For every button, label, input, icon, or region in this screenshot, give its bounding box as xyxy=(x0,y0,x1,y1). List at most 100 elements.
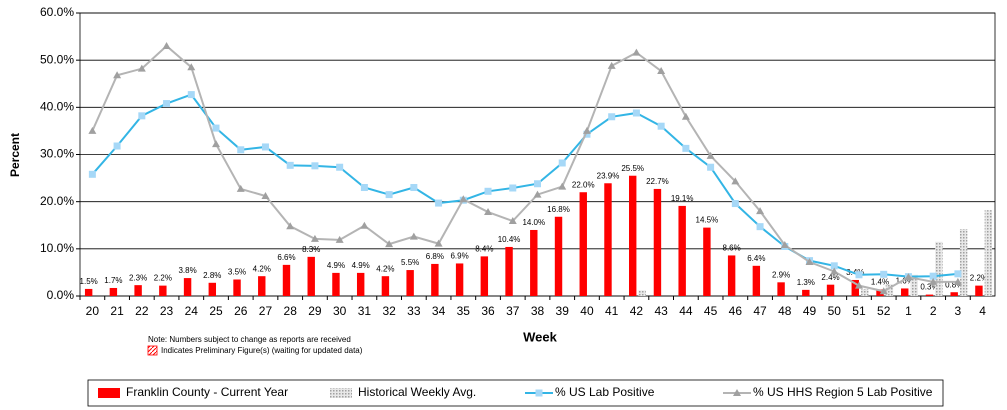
bar xyxy=(975,285,983,296)
x-tick-label: 36 xyxy=(481,304,495,318)
bar xyxy=(752,265,761,296)
point xyxy=(953,277,962,285)
value-label: 2.8% xyxy=(203,271,221,280)
point xyxy=(780,241,789,249)
line xyxy=(91,44,958,293)
point xyxy=(286,222,295,230)
point xyxy=(187,91,195,99)
point xyxy=(509,184,517,192)
line xyxy=(91,93,958,278)
value-label: 6.6% xyxy=(277,253,295,262)
point xyxy=(657,67,666,75)
point xyxy=(508,217,517,225)
bar xyxy=(84,288,93,296)
point xyxy=(632,48,641,56)
y-tick-label: 20.0% xyxy=(40,194,74,208)
bar xyxy=(727,255,736,296)
x-tick-label: 49 xyxy=(803,304,817,318)
value-label: 2.2% xyxy=(154,274,172,283)
x-tick-label: 48 xyxy=(778,304,792,318)
point xyxy=(162,42,171,50)
value-label: 22.7% xyxy=(646,177,669,186)
value-label: 4.2% xyxy=(376,264,394,273)
bar xyxy=(629,175,637,296)
value-label: 4.9% xyxy=(352,261,370,270)
point xyxy=(311,162,319,170)
bar xyxy=(282,264,291,296)
point xyxy=(212,140,221,148)
point xyxy=(434,239,443,247)
point xyxy=(731,200,739,208)
bar xyxy=(678,205,686,296)
value-label: 10.4% xyxy=(498,235,521,244)
value-label: 2.2% xyxy=(970,274,988,283)
point xyxy=(805,258,814,266)
point xyxy=(681,112,690,120)
x-axis-title: Week xyxy=(523,329,557,344)
value-label: 1.3% xyxy=(797,278,815,287)
point xyxy=(756,207,765,215)
x-tick-label: 24 xyxy=(185,304,199,318)
bar xyxy=(159,285,167,296)
point xyxy=(360,184,368,192)
bar xyxy=(579,192,587,296)
value-label: 8.3% xyxy=(302,245,320,254)
x-tick-label: 28 xyxy=(284,304,298,318)
y-axis-title: Percent xyxy=(8,133,22,177)
point xyxy=(682,144,690,152)
point xyxy=(88,126,97,134)
x-tick-label: 50 xyxy=(828,304,842,318)
x-tick-label: 44 xyxy=(679,304,693,318)
x-tick-label: 43 xyxy=(654,304,668,318)
value-label: 6.9% xyxy=(450,252,468,261)
bar xyxy=(183,278,192,296)
point xyxy=(582,126,591,134)
x-tick-label: 27 xyxy=(259,304,273,318)
point xyxy=(657,122,665,130)
x-tick-label: 40 xyxy=(580,304,594,318)
bar xyxy=(505,246,513,296)
bar xyxy=(910,274,918,296)
x-tick-label: 20 xyxy=(86,304,100,318)
legend xyxy=(87,379,944,407)
point xyxy=(855,271,863,279)
bar xyxy=(653,188,662,296)
x-tick-label: 3 xyxy=(955,304,962,318)
bar xyxy=(950,292,958,296)
point xyxy=(830,267,839,275)
point xyxy=(138,112,146,120)
bar xyxy=(109,287,118,296)
bar xyxy=(480,256,489,296)
x-tick-label: 31 xyxy=(358,304,372,318)
point xyxy=(880,270,888,278)
bar xyxy=(876,289,884,296)
point xyxy=(608,113,616,121)
point xyxy=(385,191,393,199)
value-label: 16.8% xyxy=(547,205,570,214)
point xyxy=(360,221,369,229)
value-label: 2.3% xyxy=(129,273,147,282)
point xyxy=(706,151,715,159)
bar xyxy=(307,256,315,296)
point xyxy=(435,199,443,207)
preliminary-icon xyxy=(147,345,158,356)
x-tick-label: 4 xyxy=(979,304,986,318)
point xyxy=(88,170,96,178)
x-tick-label: 52 xyxy=(877,304,891,318)
point xyxy=(484,187,492,195)
x-tick-label: 47 xyxy=(753,304,767,318)
x-tick-label: 1 xyxy=(905,304,912,318)
bar xyxy=(959,229,968,296)
point xyxy=(533,190,542,198)
value-label: 3.8% xyxy=(178,266,196,275)
x-tick-label: 41 xyxy=(605,304,619,318)
value-label: 8.6% xyxy=(723,244,741,253)
point xyxy=(113,142,121,150)
value-label: 4.9% xyxy=(327,261,345,270)
x-tick-label: 35 xyxy=(457,304,471,318)
bar xyxy=(455,263,464,296)
point xyxy=(113,71,122,79)
value-label: 8.4% xyxy=(475,244,493,253)
point xyxy=(261,192,270,200)
point xyxy=(310,234,319,242)
